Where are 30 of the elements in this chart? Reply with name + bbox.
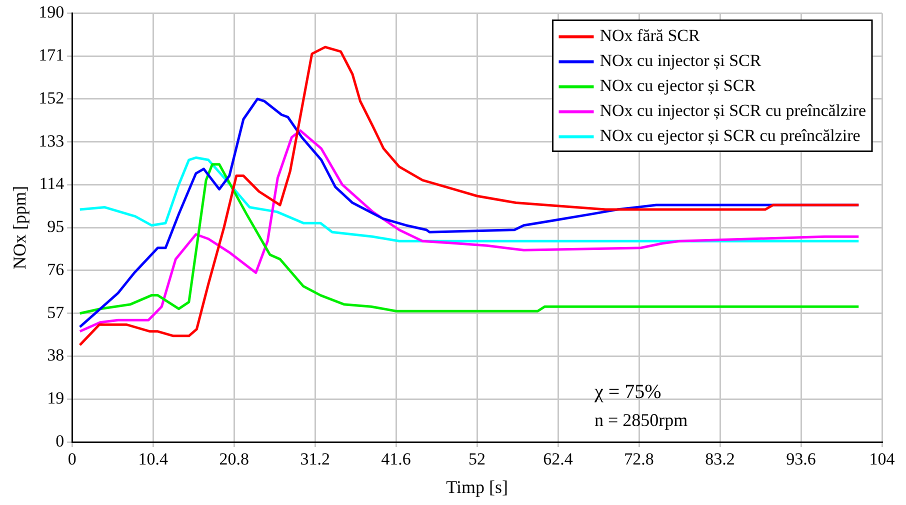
y-tick-label: 171 xyxy=(38,46,64,65)
x-tick-label: 83.2 xyxy=(705,450,735,469)
y-tick-label: 19 xyxy=(47,388,64,408)
x-tick-label: 41.6 xyxy=(381,450,411,469)
y-tick-label: 95 xyxy=(47,217,64,236)
legend-label: NOx fără SCR xyxy=(600,26,701,46)
x-tick-label: 31.2 xyxy=(300,450,330,469)
annotation: n = 2850rpm xyxy=(594,410,688,430)
y-tick-label: 152 xyxy=(38,88,64,108)
y-tick-label: 114 xyxy=(39,174,65,194)
x-tick-label: 62.4 xyxy=(543,450,574,469)
legend-label: NOx cu injector și SCR xyxy=(600,51,762,70)
y-tick-label: 76 xyxy=(47,260,64,279)
legend-label: NOx cu ejector și SCR xyxy=(600,76,756,96)
y-tick-label: 0 xyxy=(56,431,64,450)
y-tick-label: 133 xyxy=(38,131,64,150)
x-tick-label: 52 xyxy=(468,450,486,469)
legend-label: NOx cu injector și SCR cu preîncălzire xyxy=(600,101,866,120)
x-axis-title: Timp [s] xyxy=(446,476,508,497)
x-tick-label: 93.6 xyxy=(786,450,816,469)
x-tick-label: 104 xyxy=(869,450,896,469)
legend-label: NOx cu ejector și SCR cu preîncălzire xyxy=(600,126,860,146)
x-tick-label: 10.4 xyxy=(138,450,168,469)
y-tick-label: 38 xyxy=(47,346,64,365)
y-axis-title: NOx [ppm] xyxy=(10,186,30,270)
x-tick-label: 72.8 xyxy=(624,450,654,469)
y-tick-label: 57 xyxy=(47,302,65,322)
annotation: χ = 75% xyxy=(593,381,662,403)
x-tick-label: 20.8 xyxy=(219,450,249,469)
y-tick-label: 190 xyxy=(38,2,64,22)
